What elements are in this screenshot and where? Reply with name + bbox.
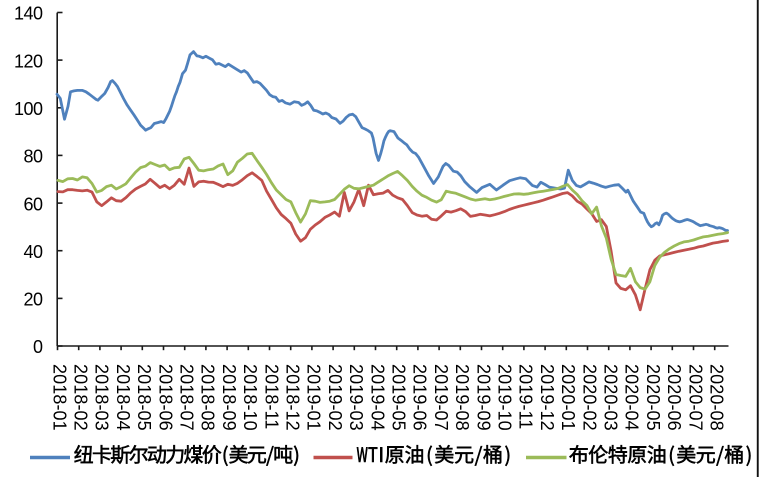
svg-text:2018-10: 2018-10	[240, 364, 260, 431]
svg-text:2018-12: 2018-12	[283, 364, 303, 431]
svg-text:2018-09: 2018-09	[219, 364, 239, 431]
svg-text:2018-05: 2018-05	[134, 364, 154, 431]
svg-text:20: 20	[23, 290, 43, 310]
svg-text:120: 120	[14, 51, 43, 71]
svg-text:2019-09: 2019-09	[473, 364, 493, 431]
svg-text:2018-08: 2018-08	[198, 364, 218, 431]
svg-text:140: 140	[14, 4, 43, 24]
svg-text:100: 100	[14, 99, 43, 119]
svg-text:40: 40	[23, 242, 43, 262]
svg-text:2019-10: 2019-10	[495, 364, 515, 431]
svg-text:2020-03: 2020-03	[601, 364, 621, 431]
svg-text:2019-01: 2019-01	[304, 364, 324, 431]
svg-text:2019-06: 2019-06	[410, 364, 430, 431]
svg-text:60: 60	[23, 194, 43, 214]
svg-text:2020-08: 2020-08	[707, 364, 727, 431]
svg-text:2020-05: 2020-05	[643, 364, 663, 431]
svg-text:80: 80	[23, 147, 43, 167]
svg-text:2020-06: 2020-06	[664, 364, 684, 431]
svg-text:2019-05: 2019-05	[389, 364, 409, 431]
svg-text:2019-08: 2019-08	[452, 364, 472, 431]
svg-text:2019-11: 2019-11	[516, 364, 536, 429]
svg-text:2018-03: 2018-03	[92, 364, 112, 431]
svg-text:2018-06: 2018-06	[155, 364, 175, 431]
svg-text:2018-11: 2018-11	[261, 364, 281, 429]
svg-text:2018-02: 2018-02	[71, 364, 91, 431]
svg-text:2019-07: 2019-07	[431, 364, 451, 431]
svg-text:2020-02: 2020-02	[579, 364, 599, 431]
svg-text:2020-04: 2020-04	[622, 364, 642, 431]
svg-text:2019-12: 2019-12	[537, 364, 557, 431]
svg-text:2019-04: 2019-04	[367, 364, 387, 431]
svg-text:2018-07: 2018-07	[177, 364, 197, 431]
svg-text:2020-01: 2020-01	[558, 364, 578, 431]
svg-text:2019-02: 2019-02	[325, 364, 345, 431]
svg-text:2018-04: 2018-04	[113, 364, 133, 431]
svg-text:2018-01: 2018-01	[49, 364, 69, 431]
svg-text:2019-03: 2019-03	[346, 364, 366, 431]
svg-text:2020-07: 2020-07	[685, 364, 705, 431]
svg-text:0: 0	[33, 337, 43, 357]
